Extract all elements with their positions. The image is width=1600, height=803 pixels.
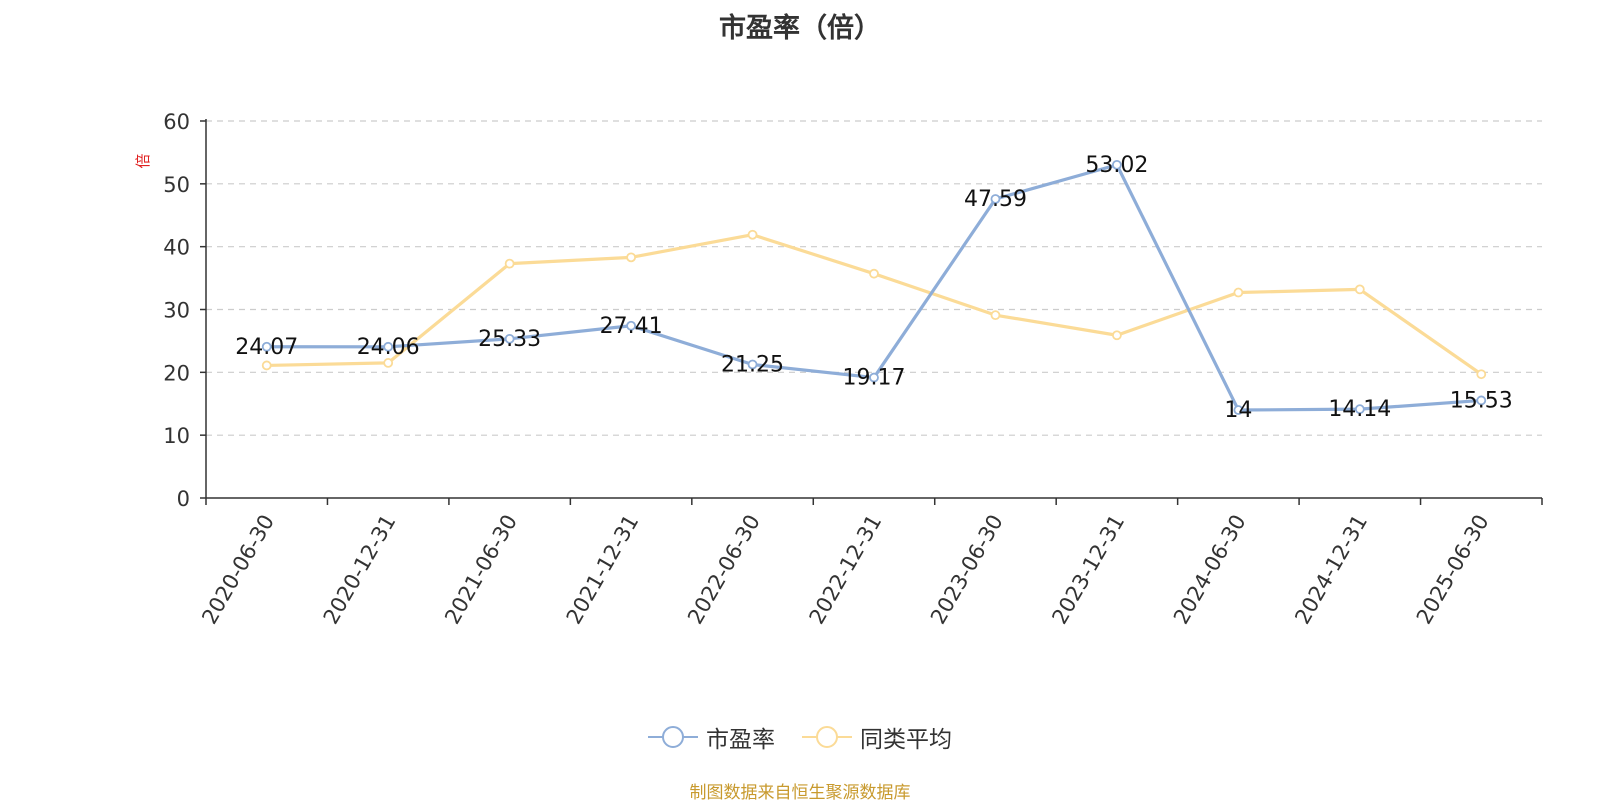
point-s0-8 (1233, 405, 1244, 415)
data-label-4: 21.25 (721, 352, 784, 377)
y-tick-label-3: 30 (163, 299, 190, 323)
point-s1-10 (1476, 369, 1487, 380)
legend-marker-icon-0 (648, 726, 698, 748)
point-s0-0 (261, 341, 272, 352)
data-label-3: 27.41 (600, 314, 663, 339)
point-s0-10 (1476, 395, 1487, 406)
data-label-10: 15.53 (1450, 388, 1513, 413)
x-tick-label-6: 2023-06-30 (926, 511, 1008, 629)
legend-marker-icon-1 (802, 726, 852, 748)
x-tick-label-3: 2021-12-31 (562, 511, 644, 629)
point-s0-1 (383, 341, 394, 352)
point-s0-5 (869, 372, 879, 383)
x-tick-label-4: 2022-06-30 (683, 511, 765, 629)
chart-title: 市盈率（倍） (719, 13, 881, 44)
data-label-8: 14 (1224, 398, 1252, 423)
point-s1-7 (1112, 330, 1122, 341)
y-tick-label-5: 50 (163, 173, 190, 197)
point-s1-8 (1233, 287, 1244, 298)
legend-item-0[interactable]: 市盈率 (648, 722, 775, 753)
y-axis-unit-label: 倍 (134, 153, 152, 168)
x-tick-label-7: 2023-12-31 (1047, 511, 1129, 629)
point-s0-2 (504, 333, 515, 344)
series-lines (261, 159, 1487, 415)
data-label-6: 47.59 (964, 187, 1027, 212)
point-s1-1 (383, 358, 394, 368)
point-s1-2 (504, 258, 515, 269)
x-tick-label-0: 2020-06-30 (197, 511, 279, 629)
point-s1-9 (1354, 284, 1365, 295)
data-source-footer: 制图数据来自恒生聚源数据库 (689, 783, 911, 803)
point-s1-3 (626, 252, 636, 263)
y-tick-label-4: 40 (163, 236, 190, 260)
series-line-1 (266, 233, 1483, 376)
point-s0-3 (626, 320, 636, 331)
data-label-1: 24.06 (357, 335, 420, 360)
point-s0-7 (1112, 159, 1122, 170)
x-tick-label-10: 2025-06-30 (1412, 511, 1494, 629)
x-tick-label-9: 2024-12-31 (1290, 511, 1372, 629)
grid-lines (206, 120, 1542, 436)
x-tick-label-5: 2022-12-31 (805, 511, 887, 629)
data-label-9: 14.14 (1328, 397, 1391, 422)
point-s1-0 (261, 360, 272, 371)
point-s1-6 (990, 310, 1001, 321)
data-label-5: 19.17 (843, 366, 906, 391)
point-s0-4 (747, 359, 758, 370)
point-s1-4 (747, 229, 758, 240)
y-tick-label-2: 20 (163, 361, 190, 385)
legend-label-1: 同类平均 (860, 727, 952, 753)
legend-label-0: 市盈率 (706, 727, 775, 753)
y-tick-label-6: 60 (163, 110, 190, 134)
y-tick-label-0: 0 (177, 487, 190, 511)
point-s0-6 (990, 194, 1001, 204)
x-tick-label-8: 2024-06-30 (1169, 511, 1251, 629)
data-label-2: 25.33 (478, 327, 541, 352)
x-tick-label-2: 2021-06-30 (440, 511, 522, 629)
point-s0-9 (1354, 404, 1365, 415)
point-s1-5 (869, 268, 879, 279)
y-tick-label-1: 10 (163, 424, 190, 448)
legend-item-1[interactable]: 同类平均 (802, 722, 952, 753)
x-tick-label-1: 2020-12-31 (319, 511, 401, 629)
data-labels: 24.07 24.06 25.33 27.41 21.25 19.17 47.59 53.02… (235, 153, 1513, 423)
data-label-7: 53.02 (1085, 153, 1148, 178)
data-label-0: 24.07 (235, 335, 298, 360)
axes: 0 10 20 30 40 50 60 倍 2020-06-30 2020-12-31 2021-0… (134, 110, 1543, 629)
